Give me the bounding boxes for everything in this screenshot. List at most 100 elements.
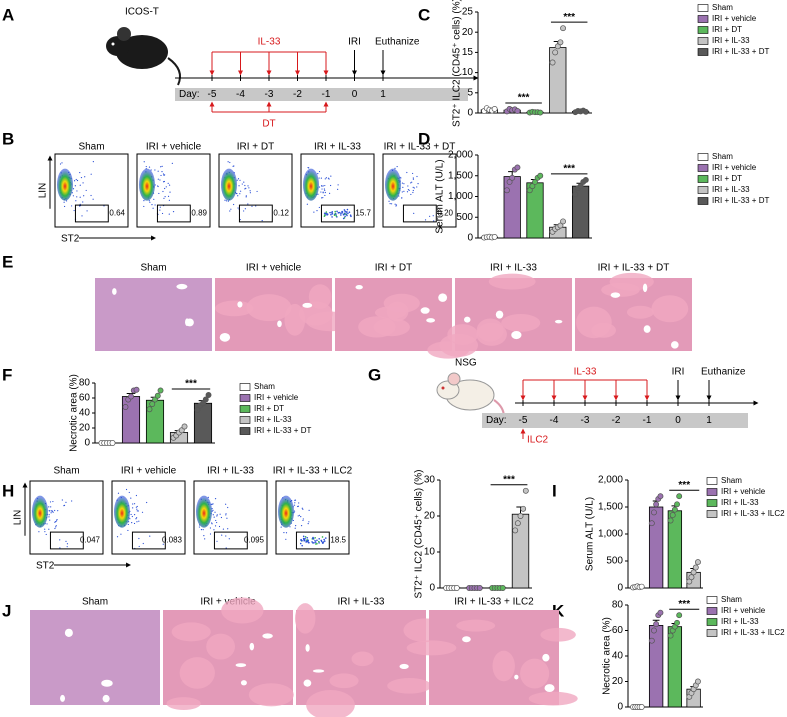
- flow-event: [44, 528, 46, 530]
- legend-label: Sham: [712, 3, 733, 12]
- flow-event: [233, 203, 235, 206]
- legend-swatch: [697, 153, 709, 161]
- flow-event: [238, 185, 240, 187]
- y-tick-label: 20: [612, 676, 624, 687]
- flow-frame: [382, 153, 457, 228]
- y-tick-label: 25: [462, 7, 474, 18]
- gate-event: [255, 205, 257, 207]
- flow-density: [139, 168, 155, 201]
- data-point: [577, 183, 584, 190]
- gate-event: [162, 543, 164, 545]
- gate-event: [341, 211, 344, 213]
- flow-event: [92, 160, 94, 163]
- flow-event: [285, 538, 287, 540]
- flow-event: [149, 201, 151, 203]
- data-point: [638, 583, 645, 590]
- bar: [549, 47, 567, 114]
- flow-event: [294, 502, 296, 504]
- flow-event: [204, 538, 206, 540]
- legend-label: IRI + vehicle: [712, 14, 757, 23]
- flow-event: [239, 190, 242, 192]
- flow-event: [135, 506, 138, 508]
- flow-event: [395, 204, 398, 206]
- flow-event: [402, 186, 404, 189]
- flow-event: [63, 504, 66, 506]
- histology-title: IRI + IL-33 + ILC2: [454, 597, 534, 608]
- flow-event: [300, 524, 303, 527]
- panel-letter: A: [2, 5, 14, 24]
- legend-label: IRI + IL-33 + ILC2: [721, 628, 785, 637]
- legend-label: IRI + vehicle: [254, 393, 299, 402]
- y-axis-label: Necrotic area (%): [601, 617, 612, 695]
- data-point: [512, 527, 519, 534]
- flow-event: [59, 163, 62, 165]
- flow-event: [56, 519, 58, 521]
- flow-event: [220, 516, 223, 519]
- flow-event: [317, 193, 319, 195]
- day-number: -2: [612, 415, 621, 426]
- flow-event: [145, 165, 147, 168]
- legend-swatch: [706, 510, 718, 518]
- gate-event: [433, 220, 435, 222]
- y-tick-label: 1,500: [448, 170, 473, 181]
- legend-swatch: [706, 629, 718, 637]
- flow-event: [202, 529, 204, 531]
- flow-event: [237, 195, 239, 197]
- gate-event: [340, 214, 342, 216]
- bar: [503, 176, 521, 239]
- y-tick-label: 500: [456, 212, 473, 223]
- data-point: [202, 396, 209, 403]
- bar: [667, 626, 683, 708]
- panel-letter: E: [2, 252, 13, 271]
- flow-event: [143, 205, 145, 208]
- gate-event: [149, 535, 151, 537]
- data-point: [694, 678, 701, 685]
- flow-event: [412, 178, 415, 180]
- y-tick-label: 0: [617, 702, 623, 713]
- event-label: Euthanize: [375, 37, 420, 48]
- data-point: [506, 179, 513, 185]
- flow-event: [389, 202, 391, 205]
- flow-event: [327, 177, 330, 179]
- flow-event: [410, 182, 412, 184]
- flow-event: [330, 175, 332, 177]
- gate-event: [66, 546, 68, 548]
- data-point: [648, 520, 655, 527]
- flow-event: [159, 206, 161, 208]
- flow-event: [233, 165, 235, 167]
- event-label: Euthanize: [701, 367, 746, 378]
- flow-event: [130, 513, 132, 516]
- flow-event: [131, 515, 133, 518]
- day-number: 1: [706, 415, 712, 426]
- legend-swatch: [697, 186, 709, 194]
- flow-event: [160, 174, 162, 177]
- histology-vessel: [235, 663, 247, 668]
- y-tick-label: 0: [467, 108, 473, 119]
- panel-letter: H: [2, 481, 14, 500]
- legend-label: IRI + vehicle: [721, 606, 766, 615]
- flow-event: [157, 178, 159, 180]
- flow-event: [337, 184, 339, 186]
- legend-label: Sham: [254, 382, 275, 391]
- gate-event: [138, 545, 140, 548]
- y-tick-label: 0: [617, 583, 623, 594]
- flow-event: [306, 203, 308, 205]
- flow-event: [302, 508, 304, 510]
- legend-swatch: [239, 427, 251, 435]
- flow-event: [136, 521, 138, 523]
- data-point: [453, 585, 460, 591]
- flow-event: [159, 179, 161, 181]
- gate-value: 0.047: [80, 536, 101, 545]
- data-point: [149, 401, 156, 407]
- histology-necrosis: [206, 633, 236, 660]
- histology-vessel: [426, 318, 436, 323]
- flow-event: [209, 533, 212, 535]
- flow-gate: [402, 204, 437, 223]
- histology-necrosis: [528, 691, 578, 706]
- histology-necrosis: [488, 273, 536, 290]
- flow-event: [230, 208, 232, 210]
- data-point: [509, 174, 516, 181]
- flow-title: IRI + IL-33 + ILC2: [273, 466, 353, 477]
- data-point: [526, 187, 533, 194]
- flow-event: [412, 186, 414, 188]
